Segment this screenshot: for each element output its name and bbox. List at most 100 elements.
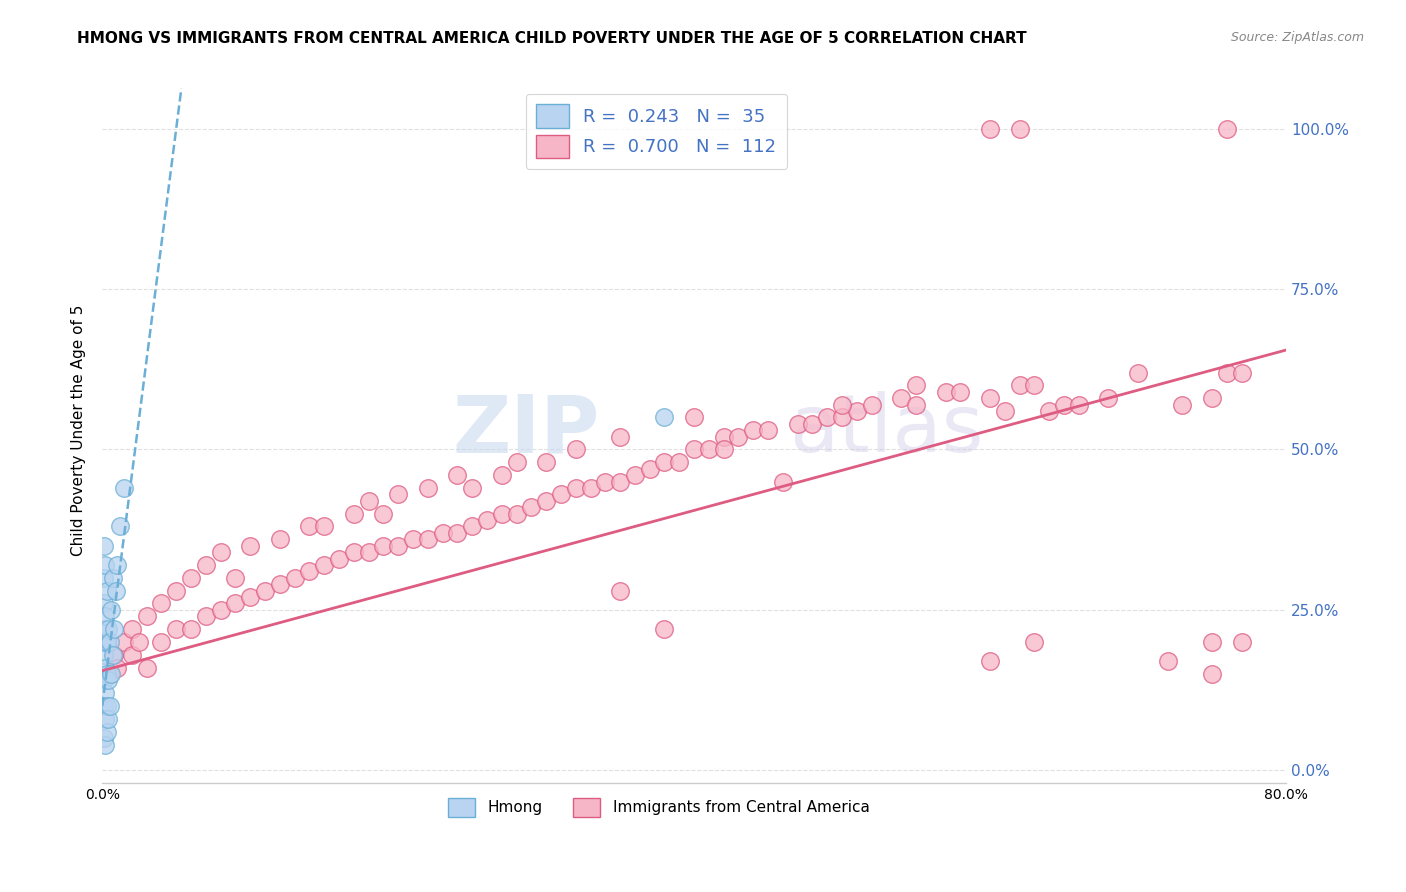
Point: [935, 384, 957, 399]
Point: [387, 539, 409, 553]
Point: [98, 635, 121, 649]
Point: [905, 378, 928, 392]
Point: [94, 609, 117, 624]
Point: [595, 475, 617, 489]
Point: [284, 571, 307, 585]
Point: [579, 481, 602, 495]
Point: [815, 410, 838, 425]
Point: [1216, 121, 1239, 136]
Point: [112, 635, 135, 649]
Point: [609, 430, 631, 444]
Point: [1008, 121, 1031, 136]
Point: [298, 565, 321, 579]
Point: [165, 622, 187, 636]
Point: [786, 417, 808, 431]
Point: [121, 648, 143, 662]
Point: [979, 121, 1001, 136]
Point: [1201, 635, 1223, 649]
Point: [328, 551, 350, 566]
Point: [683, 442, 706, 457]
Point: [93, 699, 115, 714]
Point: [609, 583, 631, 598]
Point: [93, 539, 115, 553]
Point: [194, 609, 217, 624]
Point: [100, 667, 122, 681]
Point: [1008, 378, 1031, 392]
Point: [209, 603, 232, 617]
Point: [104, 583, 127, 598]
Point: [103, 622, 125, 636]
Point: [505, 507, 527, 521]
Point: [1067, 398, 1090, 412]
Text: atlas: atlas: [789, 392, 983, 469]
Point: [100, 603, 122, 617]
Point: [772, 475, 794, 489]
Point: [475, 513, 498, 527]
Point: [135, 660, 157, 674]
Point: [609, 475, 631, 489]
Point: [845, 404, 868, 418]
Point: [1156, 654, 1178, 668]
Point: [343, 507, 366, 521]
Point: [1230, 635, 1253, 649]
Point: [269, 533, 291, 547]
Point: [905, 398, 928, 412]
Point: [224, 596, 246, 610]
Text: Source: ZipAtlas.com: Source: ZipAtlas.com: [1230, 31, 1364, 45]
Point: [93, 622, 115, 636]
Point: [831, 410, 853, 425]
Point: [1126, 366, 1149, 380]
Point: [1201, 667, 1223, 681]
Point: [97, 622, 120, 636]
Point: [194, 558, 217, 572]
Point: [534, 455, 557, 469]
Text: ZIP: ZIP: [453, 392, 599, 469]
Point: [343, 545, 366, 559]
Point: [1024, 635, 1046, 649]
Point: [97, 673, 120, 688]
Point: [446, 468, 468, 483]
Point: [402, 533, 425, 547]
Point: [98, 667, 121, 681]
Point: [357, 493, 380, 508]
Point: [112, 481, 135, 495]
Point: [461, 481, 484, 495]
Point: [94, 712, 117, 726]
Point: [697, 442, 720, 457]
Point: [432, 525, 454, 540]
Point: [105, 558, 128, 572]
Point: [224, 571, 246, 585]
Point: [128, 635, 150, 649]
Point: [93, 596, 115, 610]
Point: [638, 461, 661, 475]
Point: [520, 500, 543, 515]
Point: [461, 519, 484, 533]
Point: [446, 525, 468, 540]
Point: [373, 539, 395, 553]
Point: [357, 545, 380, 559]
Point: [534, 493, 557, 508]
Text: HMONG VS IMMIGRANTS FROM CENTRAL AMERICA CHILD POVERTY UNDER THE AGE OF 5 CORREL: HMONG VS IMMIGRANTS FROM CENTRAL AMERICA…: [77, 31, 1026, 46]
Point: [387, 487, 409, 501]
Point: [713, 442, 735, 457]
Point: [94, 558, 117, 572]
Point: [1024, 378, 1046, 392]
Point: [98, 699, 121, 714]
Point: [150, 596, 173, 610]
Point: [93, 648, 115, 662]
Point: [564, 442, 586, 457]
Point: [298, 519, 321, 533]
Point: [105, 660, 128, 674]
Point: [93, 571, 115, 585]
Point: [314, 558, 336, 572]
Point: [180, 622, 202, 636]
Point: [96, 724, 118, 739]
Point: [564, 481, 586, 495]
Point: [96, 635, 118, 649]
Point: [96, 583, 118, 598]
Point: [150, 635, 173, 649]
Point: [94, 660, 117, 674]
Point: [96, 667, 118, 681]
Point: [101, 571, 124, 585]
Point: [373, 507, 395, 521]
